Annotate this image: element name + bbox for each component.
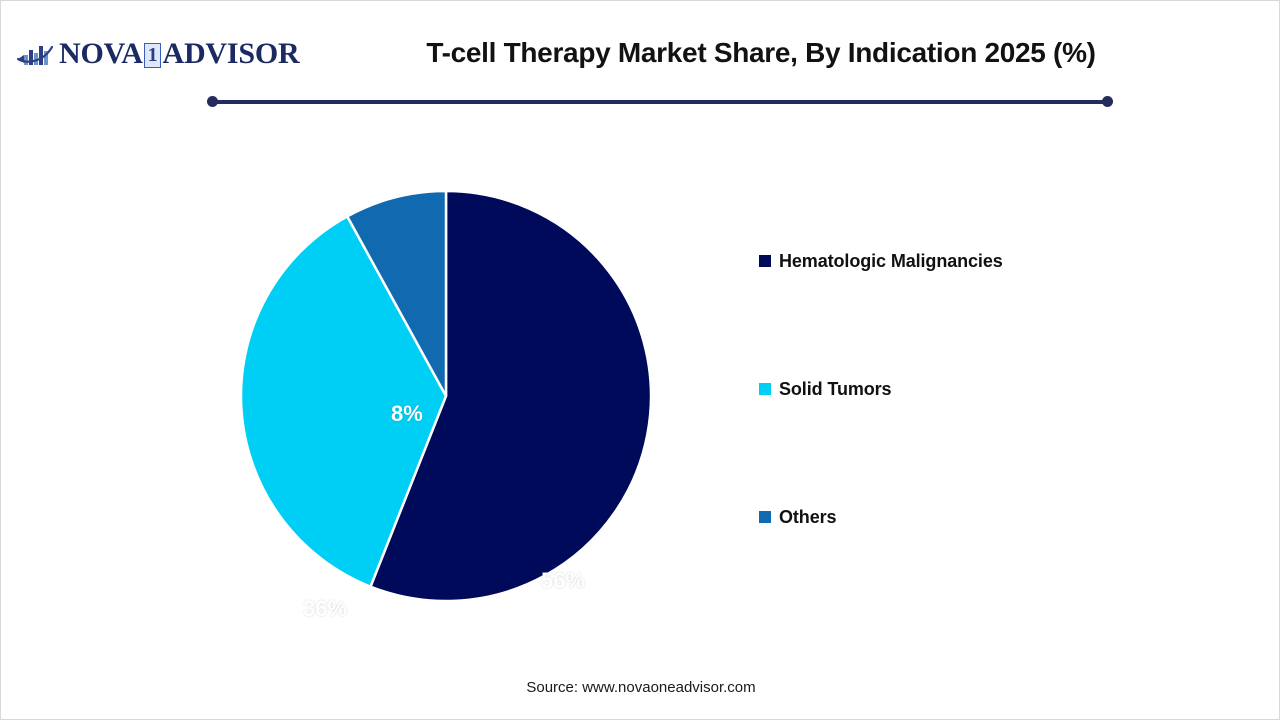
page-title: T-cell Therapy Market Share, By Indicati… <box>426 37 1096 68</box>
brand-wordmark: NOVA 1 ADVISOR <box>59 37 300 70</box>
brand-logo: NOVA 1 ADVISOR <box>17 34 300 74</box>
legend-swatch-icon <box>759 511 771 523</box>
pie-slice[interactable] <box>345 189 448 397</box>
legend-item-hematologic-malignancies[interactable]: Hematologic Malignancies <box>759 249 1179 273</box>
pie-slice-label-hematologic-malignancies: 56% <box>541 568 586 593</box>
source-text: Source: www.novaoneadvisor.com <box>526 679 756 696</box>
pie-slice[interactable] <box>368 189 653 603</box>
legend-label: Solid Tumors <box>779 378 892 399</box>
divider-dot-right <box>1102 96 1113 107</box>
bar-chart-swoosh-icon <box>17 45 54 65</box>
brand-name-part2: ADVISOR <box>162 37 300 70</box>
pie-chart-svg <box>239 189 653 603</box>
pie-chart: 56% 36% 8% <box>236 186 656 621</box>
pie-slice-label-solid-tumors: 36% <box>303 596 348 621</box>
legend-swatch-icon <box>759 255 771 267</box>
legend-item-solid-tumors[interactable]: Solid Tumors <box>759 377 1179 401</box>
legend-label: Hematologic Malignancies <box>779 250 1003 271</box>
pie-slice-group <box>239 189 653 603</box>
pie-slice-label-others: 8% <box>391 401 423 426</box>
title-divider <box>207 96 1113 108</box>
legend-item-others[interactable]: Others <box>759 505 1179 529</box>
legend-swatch-icon <box>759 383 771 395</box>
legend-label: Others <box>779 506 837 527</box>
brand-badge-one: 1 <box>143 42 162 68</box>
brand-name-part1: NOVA <box>59 37 143 70</box>
divider-line <box>209 100 1111 104</box>
pie-slice[interactable] <box>239 214 448 589</box>
chart-legend: Hematologic Malignancies Solid Tumors Ot… <box>759 249 1179 529</box>
